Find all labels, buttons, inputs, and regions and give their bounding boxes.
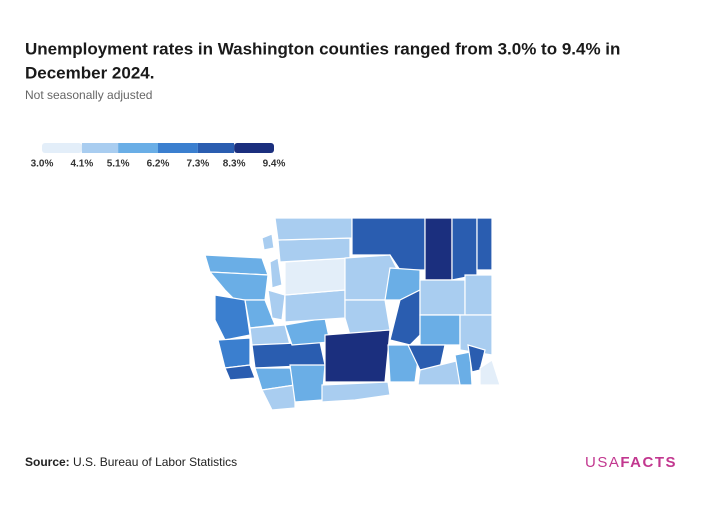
- county: [261, 233, 275, 251]
- county: [244, 299, 276, 329]
- title-line: Unemployment rates in Washington countie…: [25, 39, 620, 58]
- county: [289, 364, 326, 403]
- source-text: U.S. Bureau of Labor Statistics: [73, 455, 237, 469]
- county: [454, 351, 473, 386]
- logo-light: USA: [585, 454, 620, 471]
- county: [249, 324, 291, 346]
- county: [479, 359, 501, 386]
- county: [321, 381, 391, 403]
- county: [217, 337, 251, 369]
- legend-swatch: [42, 143, 82, 153]
- county: [269, 257, 283, 289]
- county: [267, 289, 286, 321]
- county: [324, 329, 391, 383]
- legend-swatch: [158, 143, 198, 153]
- county: [277, 237, 351, 263]
- legend-label: 3.0%: [31, 159, 54, 170]
- legend-label: 7.3%: [186, 159, 209, 170]
- county: [251, 341, 326, 369]
- county: [284, 257, 346, 296]
- county: [419, 279, 466, 316]
- county: [224, 364, 256, 381]
- legend-label: 9.4%: [263, 159, 286, 170]
- legend-swatch: [81, 143, 119, 153]
- county: [464, 274, 493, 316]
- county: [389, 289, 421, 346]
- county: [451, 217, 478, 281]
- county: [344, 299, 391, 336]
- subtitle: Not seasonally adjusted: [25, 88, 152, 102]
- county: [424, 217, 453, 281]
- legend-swatch: [197, 143, 235, 153]
- logo-bold: FACTS: [620, 454, 677, 471]
- county: [261, 384, 296, 411]
- source: Source: U.S. Bureau of Labor Statistics: [25, 455, 237, 469]
- legend-label: 4.1%: [70, 159, 93, 170]
- county: [214, 294, 251, 341]
- county: [419, 314, 461, 346]
- legend-swatch: [234, 143, 274, 153]
- map: [204, 217, 501, 411]
- legend-swatch: [118, 143, 158, 153]
- title-line: December 2024.: [25, 63, 154, 82]
- logo[interactable]: USAFACTS: [585, 454, 677, 471]
- legend-label: 8.3%: [223, 159, 246, 170]
- county: [476, 217, 493, 271]
- county: [274, 217, 353, 241]
- legend-label: 6.2%: [147, 159, 170, 170]
- legend: 3.0% 4.1% 5.1% 6.2% 7.3% 8.3% 9.4%: [31, 143, 286, 170]
- source-label: Source:: [25, 455, 70, 469]
- legend-label: 5.1%: [107, 159, 130, 170]
